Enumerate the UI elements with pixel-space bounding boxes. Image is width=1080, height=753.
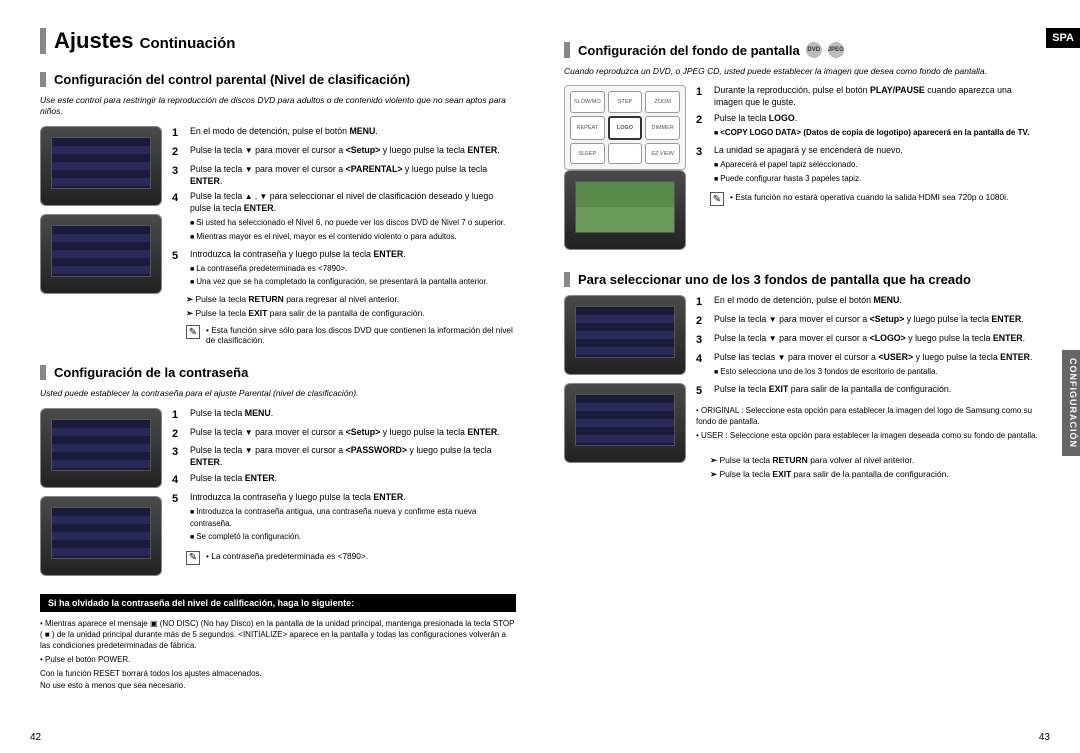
step-text: Introduzca la contraseña y luego pulse l…: [190, 249, 488, 290]
step-text: La unidad se apagará y se encenderá de n…: [714, 145, 903, 186]
step-text: Pulse la tecla ▼ para mover el cursor a …: [714, 314, 1024, 329]
sec1-intro: Use este control para restringir la repr…: [40, 95, 516, 118]
sub-note: Aparecerá el papel tapiz seleccionado.: [714, 159, 903, 171]
step-text: Introduzca la contraseña y luego pulse l…: [190, 492, 516, 545]
sec1-content: 1En el modo de detención, pulse el botón…: [40, 126, 516, 351]
step-text: En el modo de detención, pulse el botón …: [714, 295, 902, 310]
footnotes: Mientras aparece el mensaje ▣ (NO DISC) …: [40, 618, 516, 666]
screenshot-thumb: [40, 126, 162, 206]
step-text: Pulse la tecla ENTER.: [190, 473, 277, 488]
reset-warn2: No use esto a menos que sea necesario.: [40, 680, 516, 691]
remote-btn: SLEEP: [570, 143, 605, 165]
footnote: Pulse el botón POWER.: [40, 654, 516, 665]
sec3-title: Configuración del fondo de pantalla DVD …: [564, 42, 1040, 58]
sub-note: Introduzca la contraseña antigua, una co…: [190, 506, 516, 529]
screenshot-thumb: [564, 383, 686, 463]
sec2-steps: 1Pulse la tecla MENU. 2Pulse la tecla ▼ …: [172, 408, 516, 584]
step-text: Pulse la tecla EXIT para salir de la pan…: [714, 384, 951, 399]
step-text: Pulse la tecla MENU.: [190, 408, 273, 423]
sec4-steps: 1En el modo de detención, pulse el botón…: [696, 295, 1040, 483]
title-text: Ajustes: [54, 28, 133, 53]
step-text: Pulse la tecla ▼ para mover el cursor a …: [714, 333, 1025, 348]
sec2-intro: Usted puede establecer la contraseña par…: [40, 388, 516, 399]
screenshot-thumb: [40, 408, 162, 488]
sec1-steps: 1En el modo de detención, pulse el botón…: [172, 126, 516, 351]
title-cont: Continuación: [140, 35, 236, 52]
step-text: Pulse la tecla ▼ para mover el cursor a …: [190, 164, 516, 188]
sec3-intro: Cuando reproduzca un DVD, o JPEG CD, ust…: [564, 66, 1040, 77]
tip-note: ✎• Esta función sirve sólo para los disc…: [186, 325, 516, 345]
page-right: SPA CONFIGURACIÓN Configuración del fond…: [540, 0, 1080, 753]
remote-diagram: SLOW/MO STEP ZOOM REPEAT LOGO DIMMER SLE…: [564, 85, 686, 170]
sec2-title: Configuración de la contraseña: [40, 365, 516, 380]
sub-note: Mientras mayor es el nivel, mayor es el …: [190, 231, 516, 243]
screenshot-thumb-photo: COPY LOGO DATA: [564, 170, 686, 250]
return-note: Pulse la tecla RETURN para regresar al n…: [186, 294, 516, 305]
sec1-title: Configuración del control parental (Nive…: [40, 72, 516, 87]
footnotes: ORIGINAL : Seleccione esta opción para e…: [696, 405, 1040, 442]
step-text: Pulse las teclas ▼ para mover el cursor …: [714, 352, 1032, 380]
step-text: Pulse la tecla ▼ para mover el cursor a …: [190, 427, 500, 442]
screenshot-thumb: [40, 496, 162, 576]
sub-note: Esto selecciona uno de los 3 fondos de e…: [714, 366, 1032, 378]
screenshot-thumb: [564, 295, 686, 375]
remote-btn: REPEAT: [570, 116, 605, 140]
sec2-content: 1Pulse la tecla MENU. 2Pulse la tecla ▼ …: [40, 408, 516, 584]
sub-note: Puede configurar hasta 3 papeles tapiz.: [714, 173, 903, 185]
sub-note: La contraseña predeterminada es <7890>.: [190, 263, 488, 275]
note-icon: ✎: [186, 325, 200, 339]
sec4-content: 1En el modo de detención, pulse el botón…: [564, 295, 1040, 483]
exit-note: Pulse la tecla EXIT para salir de la pan…: [710, 469, 1040, 480]
sec1-thumbs: [40, 126, 162, 351]
side-tab: CONFIGURACIÓN: [1062, 350, 1080, 456]
screenshot-thumb: [40, 214, 162, 294]
exit-note: Pulse la tecla EXIT para salir de la pan…: [186, 308, 516, 319]
remote-btn: STEP: [608, 91, 643, 113]
sec3-title-text: Configuración del fondo de pantalla: [578, 43, 800, 58]
remote-btn: SLOW/MO: [570, 91, 605, 113]
sub-note: Una vez que se ha completado la configur…: [190, 276, 488, 288]
note-icon: ✎: [710, 192, 724, 206]
reset-warn1: Con la función RESET borrará todos los a…: [40, 668, 516, 679]
remote-btn-logo: LOGO: [608, 116, 643, 140]
remote-btn: [608, 143, 643, 165]
forgot-password-bar: Si ha olvidado la contraseña del nivel d…: [40, 594, 516, 612]
dvd-icon: DVD: [806, 42, 822, 58]
page-number-left: 42: [30, 732, 41, 743]
page-left: Ajustes Continuación Configuración del c…: [0, 0, 540, 753]
step-text: Pulse la tecla ▲ , ▼ para seleccionar el…: [190, 191, 516, 244]
return-note: Pulse la tecla RETURN para volver al niv…: [710, 455, 1040, 466]
sec3-thumbs: SLOW/MO STEP ZOOM REPEAT LOGO DIMMER SLE…: [564, 85, 686, 258]
thumb-label: COPY LOGO DATA: [583, 209, 643, 215]
step-text: En el modo de detención, pulse el botón …: [190, 126, 378, 141]
step-text: Pulse la tecla ▼ para mover el cursor a …: [190, 145, 500, 160]
page-number-right: 43: [1039, 732, 1050, 743]
footnote: ORIGINAL : Seleccione esta opción para e…: [696, 405, 1040, 427]
footnote: Mientras aparece el mensaje ▣ (NO DISC) …: [40, 618, 516, 652]
footnote: USER : Seleccione esta opción para estab…: [696, 430, 1040, 441]
main-title: Ajustes Continuación: [40, 28, 516, 54]
sub-note: Si usted ha seleccionado el Nivel 6, no …: [190, 217, 516, 229]
step-text: Pulse la tecla LOGO. <COPY LOGO DATA> (D…: [714, 113, 1029, 141]
step-text: Pulse la tecla ▼ para mover el cursor a …: [190, 445, 516, 469]
manual-spread: Ajustes Continuación Configuración del c…: [0, 0, 1080, 753]
tip-note: ✎• La contraseña predeterminada es <7890…: [186, 551, 516, 565]
jpeg-icon: JPEG: [828, 42, 844, 58]
language-badge: SPA: [1046, 28, 1080, 48]
sec3-content: SLOW/MO STEP ZOOM REPEAT LOGO DIMMER SLE…: [564, 85, 1040, 258]
remote-btn: ZOOM: [645, 91, 680, 113]
sec4-thumbs: [564, 295, 686, 483]
tip-note: ✎• Esta función no estará operativa cuan…: [710, 192, 1040, 206]
remote-btn: DIMMER: [645, 116, 680, 140]
note-icon: ✎: [186, 551, 200, 565]
sec4-title: Para seleccionar uno de los 3 fondos de …: [564, 272, 1040, 287]
remote-btn: EZ VIEW: [645, 143, 680, 165]
sub-note: <COPY LOGO DATA> (Datos de copia de logo…: [714, 127, 1029, 139]
step-text: Durante la reproducción, pulse el botón …: [714, 85, 1040, 109]
sub-note: Se completó la configuración.: [190, 531, 516, 543]
sec3-steps: 1Durante la reproducción, pulse el botón…: [696, 85, 1040, 258]
sec2-thumbs: [40, 408, 162, 584]
